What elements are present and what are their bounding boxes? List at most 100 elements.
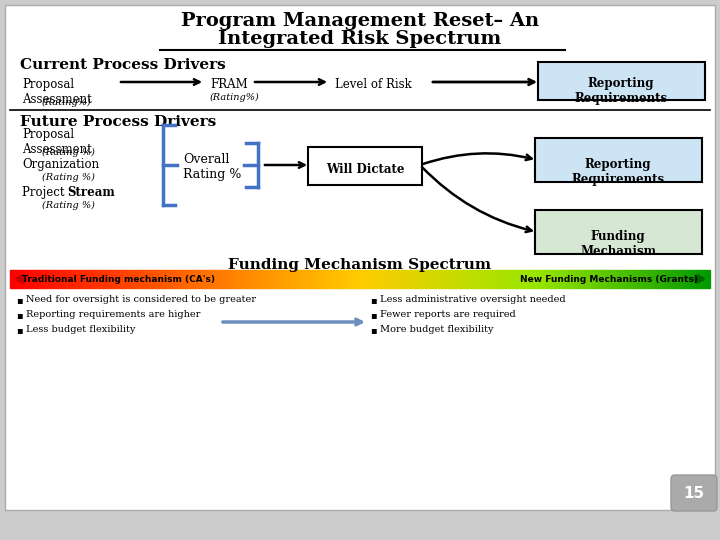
Bar bbox=[644, 270, 647, 288]
Bar bbox=[54, 270, 57, 288]
Bar bbox=[192, 270, 194, 288]
Bar bbox=[516, 270, 518, 288]
Bar bbox=[285, 270, 288, 288]
Bar bbox=[29, 270, 31, 288]
Bar bbox=[549, 270, 552, 288]
Bar bbox=[257, 270, 260, 288]
Bar bbox=[449, 270, 451, 288]
Bar bbox=[661, 270, 663, 288]
Bar bbox=[332, 270, 334, 288]
Bar bbox=[701, 270, 703, 288]
Bar bbox=[441, 270, 444, 288]
Bar bbox=[22, 270, 24, 288]
Bar bbox=[45, 270, 48, 288]
Bar bbox=[248, 270, 251, 288]
Bar bbox=[439, 270, 441, 288]
Bar bbox=[24, 270, 27, 288]
Bar bbox=[364, 270, 367, 288]
Bar bbox=[134, 270, 136, 288]
Bar bbox=[563, 270, 565, 288]
Bar bbox=[63, 270, 66, 288]
Bar bbox=[300, 270, 302, 288]
Text: Future Process Drivers: Future Process Drivers bbox=[20, 115, 216, 129]
Bar bbox=[19, 270, 22, 288]
Bar bbox=[531, 270, 533, 288]
Bar bbox=[171, 270, 174, 288]
Bar bbox=[575, 270, 577, 288]
Bar bbox=[120, 270, 122, 288]
Text: Organization: Organization bbox=[22, 158, 99, 171]
Bar bbox=[87, 270, 89, 288]
Text: ▪: ▪ bbox=[16, 310, 22, 320]
Bar bbox=[614, 270, 616, 288]
Bar bbox=[567, 270, 570, 288]
Bar bbox=[294, 270, 297, 288]
Bar bbox=[652, 270, 654, 288]
Bar bbox=[565, 270, 567, 288]
Text: Overall
Rating %: Overall Rating % bbox=[183, 153, 241, 181]
Bar bbox=[435, 270, 437, 288]
Bar bbox=[334, 270, 337, 288]
Bar bbox=[582, 270, 584, 288]
Bar bbox=[512, 270, 514, 288]
Bar bbox=[390, 270, 392, 288]
Bar bbox=[40, 270, 42, 288]
Bar bbox=[505, 270, 507, 288]
FancyBboxPatch shape bbox=[5, 5, 715, 510]
Bar bbox=[659, 270, 661, 288]
Bar bbox=[572, 270, 575, 288]
Bar bbox=[402, 270, 405, 288]
Bar bbox=[106, 270, 108, 288]
Bar bbox=[213, 270, 215, 288]
Bar bbox=[108, 270, 110, 288]
Text: ▪: ▪ bbox=[16, 295, 22, 305]
Bar bbox=[486, 270, 488, 288]
Bar bbox=[222, 270, 225, 288]
Text: (Rating%): (Rating%) bbox=[210, 93, 260, 102]
Bar bbox=[377, 270, 379, 288]
Bar bbox=[27, 270, 29, 288]
Bar bbox=[89, 270, 91, 288]
Bar bbox=[467, 270, 469, 288]
Bar bbox=[488, 270, 490, 288]
Bar bbox=[110, 270, 112, 288]
Bar bbox=[236, 270, 238, 288]
Bar bbox=[358, 270, 360, 288]
Bar bbox=[629, 270, 631, 288]
Bar bbox=[367, 270, 369, 288]
Bar bbox=[162, 270, 164, 288]
Bar bbox=[166, 270, 168, 288]
Text: Reporting
Requirements: Reporting Requirements bbox=[575, 77, 667, 105]
Bar bbox=[626, 270, 629, 288]
Bar bbox=[73, 270, 76, 288]
Bar bbox=[50, 270, 52, 288]
Bar bbox=[689, 270, 691, 288]
FancyBboxPatch shape bbox=[535, 210, 702, 254]
Text: Traditional Funding mechanism (CA's): Traditional Funding mechanism (CA's) bbox=[22, 274, 215, 284]
Text: Less administrative oversight needed: Less administrative oversight needed bbox=[380, 295, 566, 304]
Bar bbox=[687, 270, 689, 288]
Circle shape bbox=[470, 130, 690, 350]
Bar bbox=[185, 270, 187, 288]
Bar bbox=[469, 270, 472, 288]
Bar bbox=[304, 270, 306, 288]
Bar bbox=[540, 270, 542, 288]
Bar bbox=[362, 270, 364, 288]
Bar bbox=[232, 270, 234, 288]
Bar bbox=[693, 270, 696, 288]
Bar bbox=[654, 270, 657, 288]
Bar bbox=[642, 270, 644, 288]
Bar bbox=[204, 270, 206, 288]
Bar bbox=[269, 270, 271, 288]
Bar bbox=[460, 270, 463, 288]
Bar bbox=[328, 270, 330, 288]
Bar bbox=[290, 270, 292, 288]
Bar bbox=[127, 270, 129, 288]
Bar bbox=[348, 270, 351, 288]
Bar bbox=[479, 270, 482, 288]
Bar bbox=[708, 270, 710, 288]
Text: 15: 15 bbox=[683, 485, 705, 501]
Bar bbox=[241, 270, 243, 288]
Bar bbox=[323, 270, 325, 288]
Bar bbox=[315, 270, 318, 288]
